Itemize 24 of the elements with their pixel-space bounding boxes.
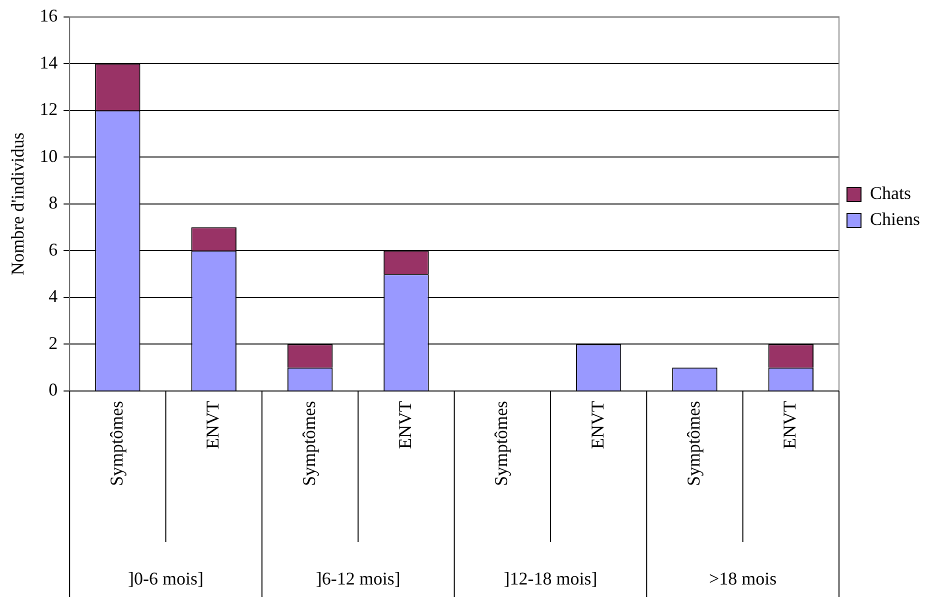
y-tick-label: 10 xyxy=(40,146,58,166)
y-tick-label: 14 xyxy=(40,52,58,72)
legend-label: Chats xyxy=(870,183,912,204)
y-axis-title: Nombre d'individus xyxy=(8,132,28,276)
x-tick-label: Symptômes xyxy=(683,401,704,486)
x-tick-label: Symptômes xyxy=(491,401,512,486)
y-tick-label: 6 xyxy=(48,239,58,260)
y-tick-label: 2 xyxy=(48,332,58,353)
text: ]6-12 mois] xyxy=(316,568,400,589)
y-tick-label: 12 xyxy=(40,99,58,120)
x-tick-label: ENVT xyxy=(587,401,608,449)
y-tick-label: 8 xyxy=(48,192,58,213)
y-tick-label: 0 xyxy=(48,380,58,400)
text: ]12-18 mois] xyxy=(504,568,598,589)
x-tick-label: ENVT xyxy=(394,401,415,449)
y-tick-label: 16 xyxy=(40,6,58,26)
x-tick-label: ENVT xyxy=(780,401,800,449)
y-tick-label: 4 xyxy=(48,286,58,306)
text: >18 mois xyxy=(708,568,777,589)
x-tick-label: ENVT xyxy=(202,401,223,449)
text: ]0-6 mois] xyxy=(128,568,204,589)
x-tick-label: Symptômes xyxy=(298,401,319,486)
x-tick-label: Symptômes xyxy=(106,401,126,486)
legend-label: Chiens xyxy=(870,209,920,230)
